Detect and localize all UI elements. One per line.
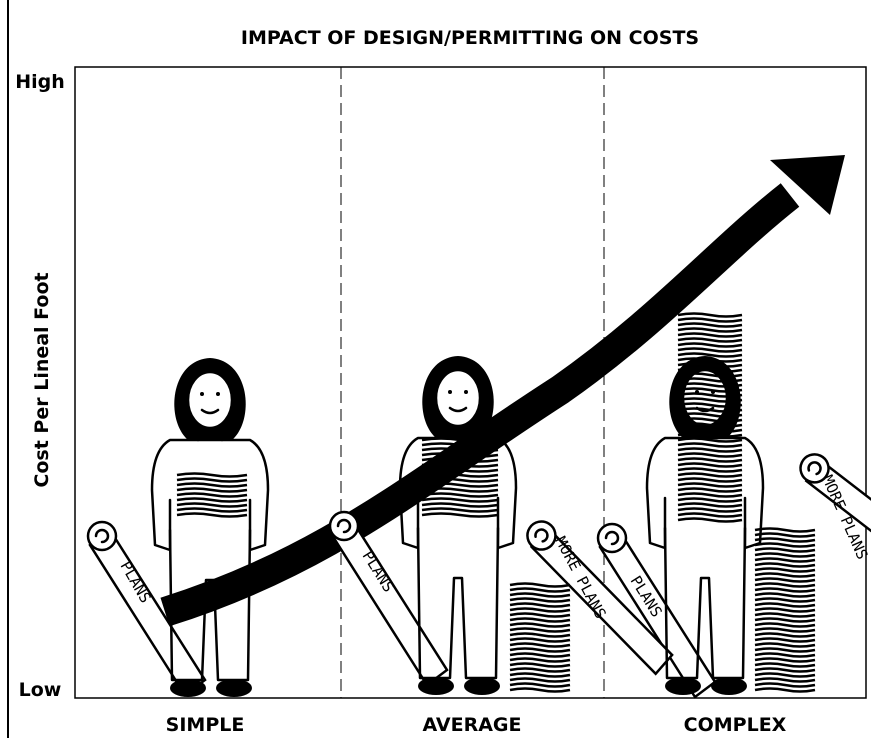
column-label: AVERAGE bbox=[422, 714, 521, 736]
paper-stack bbox=[176, 472, 248, 518]
y-axis-label: Cost Per Lineal Foot bbox=[31, 272, 53, 487]
column-label: COMPLEX bbox=[684, 714, 787, 736]
y-low: Low bbox=[19, 679, 62, 701]
paper-stack bbox=[509, 582, 571, 693]
y-high: High bbox=[15, 71, 65, 93]
title: IMPACT OF DESIGN/PERMITTING ON COSTS bbox=[241, 27, 699, 49]
paper-stack bbox=[754, 527, 816, 693]
illustration bbox=[86, 155, 871, 699]
paper-stack bbox=[677, 312, 743, 523]
column-label: SIMPLE bbox=[166, 714, 245, 736]
paper-stack bbox=[421, 437, 499, 518]
frame bbox=[74, 66, 867, 699]
